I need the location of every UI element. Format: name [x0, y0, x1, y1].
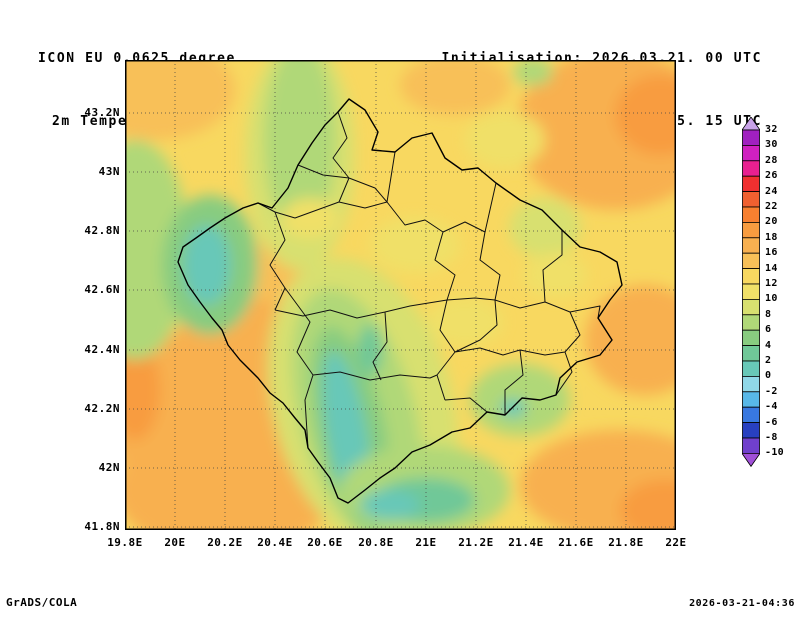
x-tick-label: 21.4E — [508, 536, 544, 549]
colorbar — [742, 117, 760, 467]
colorbar-band — [742, 268, 760, 285]
colorbar-band — [742, 144, 760, 162]
colorbar-band — [742, 329, 760, 346]
x-tick-label: 22E — [665, 536, 687, 549]
legend-label: 6 — [765, 324, 772, 336]
colorbar-band — [742, 175, 760, 193]
x-tick-label: 20.4E — [257, 536, 293, 549]
temp-blob — [523, 253, 587, 297]
temp-blob — [125, 60, 235, 140]
colorbar-band — [742, 298, 760, 316]
temp-blob — [620, 480, 676, 530]
colorbar-band — [742, 283, 760, 300]
colorbar-above-max-arrow — [742, 117, 760, 131]
x-tick-label: 20.2E — [207, 536, 243, 549]
x-tick-label: 20E — [164, 536, 186, 549]
legend-label: 20 — [765, 216, 778, 228]
legend-label: 30 — [765, 139, 778, 151]
legend-label: 18 — [765, 231, 778, 243]
colorbar-band — [742, 406, 760, 424]
temp-blob — [509, 198, 581, 258]
legend-label: 2 — [765, 355, 772, 366]
temp-blob — [500, 399, 526, 417]
x-tick-label: 21.2E — [458, 536, 494, 549]
colorbar-band — [742, 314, 760, 331]
legend-label: 0 — [765, 370, 772, 382]
legend-label: -4 — [765, 401, 778, 413]
legend-label: 16 — [765, 247, 778, 259]
temp-blob — [585, 285, 676, 395]
y-tick-label: 42.4N — [84, 343, 120, 356]
credit-text: GrADS/COLA — [6, 596, 78, 609]
temp-blob — [360, 490, 420, 520]
x-tick-label: 20.8E — [358, 536, 394, 549]
temp-blob — [427, 297, 503, 347]
temp-blob — [465, 112, 545, 168]
y-tick-label: 42N — [98, 461, 120, 474]
colorbar-band — [742, 237, 760, 254]
colorbar-below-min-arrow — [742, 452, 760, 467]
colorbar-band — [742, 206, 760, 223]
temp-blob — [615, 75, 676, 155]
x-tick-label: 21E — [415, 536, 437, 549]
colorbar-band — [742, 422, 760, 439]
x-tick-label: 19.8E — [107, 536, 143, 549]
colorbar-band — [742, 375, 760, 393]
colorbar-band — [742, 437, 760, 454]
legend-label: 28 — [765, 154, 778, 166]
temp-blob — [400, 60, 510, 115]
y-tick-label: 42.8N — [84, 224, 120, 237]
colorbar-band — [742, 222, 760, 239]
legend-label: -2 — [765, 385, 778, 397]
colorbar-band — [742, 191, 760, 208]
y-tick-label: 43.2N — [84, 106, 120, 119]
legend-label: 14 — [765, 262, 778, 274]
legend-label: 32 — [765, 124, 778, 135]
colorbar-band — [742, 160, 760, 177]
kosovo-border — [177, 98, 623, 504]
temp-blob — [282, 198, 338, 238]
timestamp-text: 2026-03-21-04:36 — [689, 598, 795, 609]
colorbar-band — [742, 391, 760, 408]
temp-blob — [370, 217, 460, 273]
colorbar-band — [742, 129, 760, 146]
temp-blob — [513, 60, 553, 86]
map-plot — [125, 60, 676, 530]
legend-label: 10 — [765, 293, 778, 305]
y-tick-label: 42.6N — [84, 283, 120, 296]
legend-label: 22 — [765, 201, 778, 212]
temp-blob — [264, 60, 336, 235]
legend-label: 8 — [765, 308, 772, 320]
y-tick-label: 43N — [98, 165, 120, 178]
x-tick-label: 20.6E — [307, 536, 343, 549]
legend-label: 24 — [765, 185, 778, 197]
municipality-borders — [257, 111, 601, 449]
legend-label: -6 — [765, 416, 778, 428]
plot-frame — [125, 60, 676, 530]
y-tick-label: 42.2N — [84, 402, 120, 415]
colorbar-band — [742, 252, 760, 269]
x-tick-label: 21.6E — [558, 536, 594, 549]
legend-label: -10 — [765, 447, 784, 459]
colorbar-band — [742, 360, 760, 377]
temp-blob — [125, 340, 160, 440]
legend-label: 26 — [765, 170, 778, 182]
legend-label: -8 — [765, 432, 778, 443]
x-tick-label: 21.8E — [608, 536, 644, 549]
legend-label: 12 — [765, 278, 778, 289]
colorbar-band — [742, 345, 760, 362]
legend-label: 4 — [765, 339, 772, 351]
y-tick-label: 41.8N — [84, 520, 120, 533]
temp-blob — [183, 225, 231, 305]
